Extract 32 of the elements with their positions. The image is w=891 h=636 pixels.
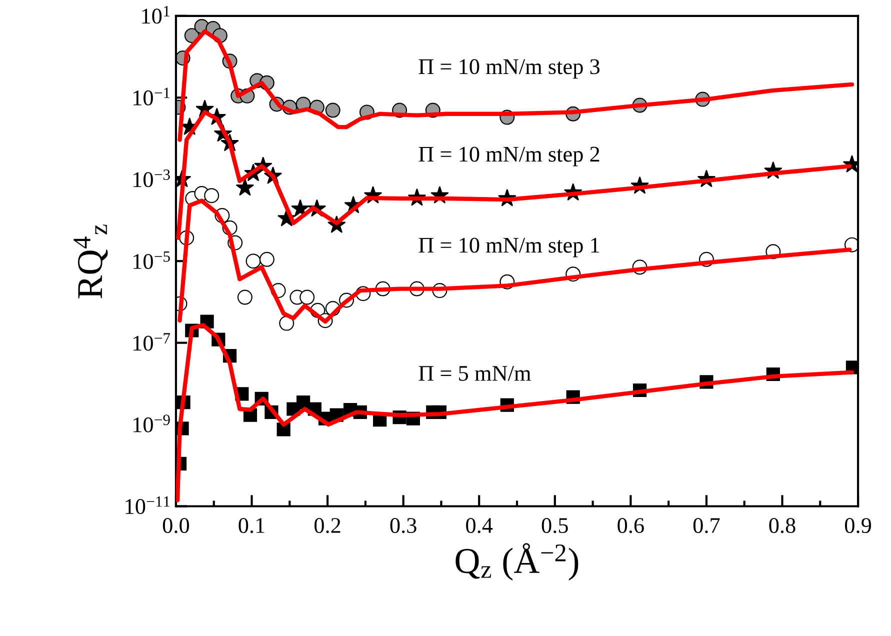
- point: [204, 188, 220, 204]
- point: [300, 290, 315, 305]
- y-tick-label: 10$^{−11}$: [126, 496, 170, 514]
- y-tick-label: 10$^{1}$: [142, 6, 170, 24]
- x-tick-label: 0.2: [314, 518, 340, 534]
- x-tick-label: 0.4: [466, 518, 493, 534]
- point: [236, 178, 254, 196]
- series-label: Π = 10 mN/m step 2: [418, 146, 600, 166]
- y-tick-label: 10$^{−1}$: [134, 88, 170, 106]
- x-tick-label: 0.3: [390, 518, 416, 534]
- point: [325, 102, 340, 118]
- x-tick-label: 0.9: [844, 518, 872, 534]
- point: [237, 290, 252, 305]
- y-tick-label: 10$^{−3}$: [134, 170, 170, 188]
- x-tick-label: 0.7: [693, 518, 720, 534]
- x-tick-label: 0.0: [162, 518, 190, 534]
- y-tick-label: 10$^{−5}$: [134, 251, 170, 269]
- x-tick-label: 0.8: [769, 518, 796, 534]
- y-tick-label: 10$^{−9}$: [134, 414, 170, 432]
- point: [259, 252, 274, 267]
- series-label: Π = 10 mN/m step 3: [418, 59, 600, 79]
- series-label: Π = 5 mN/m: [418, 366, 531, 381]
- x-tick-label: 0.1: [238, 518, 264, 534]
- x-tick-label: 0.5: [542, 518, 568, 534]
- point: [291, 199, 310, 217]
- point: [279, 316, 294, 331]
- series-label: Π = 10 mN/m step 1: [418, 238, 600, 258]
- x-axis-title: Q$_{z}$ (Å$^{−2}$): [456, 543, 578, 581]
- y-axis-title: RQ$^{4}$$_{z}$: [74, 224, 108, 298]
- x-tick-label: 0.6: [618, 518, 644, 534]
- point: [246, 254, 261, 269]
- y-tick-label: 10$^{−7}$: [134, 333, 170, 351]
